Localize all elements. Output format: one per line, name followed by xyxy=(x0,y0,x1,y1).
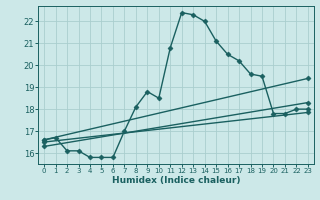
X-axis label: Humidex (Indice chaleur): Humidex (Indice chaleur) xyxy=(112,176,240,185)
